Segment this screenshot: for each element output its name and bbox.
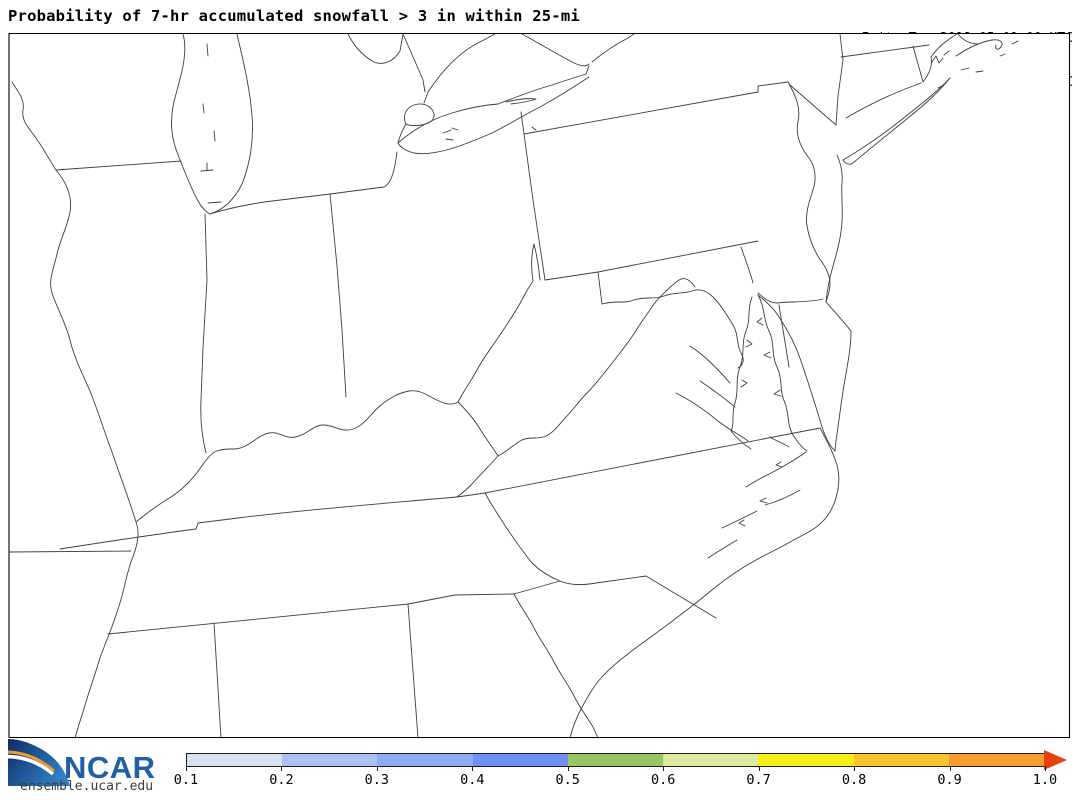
- colorbar-segment: [758, 754, 854, 766]
- state-borders: [55, 33, 930, 739]
- colorbar-segment: [187, 754, 283, 766]
- page-title: Probability of 7-hr accumulated snowfall…: [8, 7, 580, 25]
- ncar-logo-text: NCAR: [64, 750, 156, 785]
- ncar-logo-swoosh: [8, 739, 70, 786]
- rivers: [8, 81, 790, 739]
- colorbar-segment: [663, 754, 759, 766]
- colorbar: [186, 753, 1045, 767]
- map-frame: [8, 32, 1071, 739]
- site-url: ensemble.ucar.edu: [20, 779, 154, 794]
- colorbar-segment: [377, 754, 473, 766]
- colorbar-segment: [948, 754, 1044, 766]
- colorbar-segment: [282, 754, 378, 766]
- colorbar-segment: [567, 754, 664, 766]
- colorbar-segment: [472, 754, 568, 766]
- great-lakes: [171, 33, 635, 215]
- colorbar-segment: [853, 754, 949, 766]
- colorbar-arrow: [1044, 750, 1067, 770]
- coastline: [569, 33, 1019, 739]
